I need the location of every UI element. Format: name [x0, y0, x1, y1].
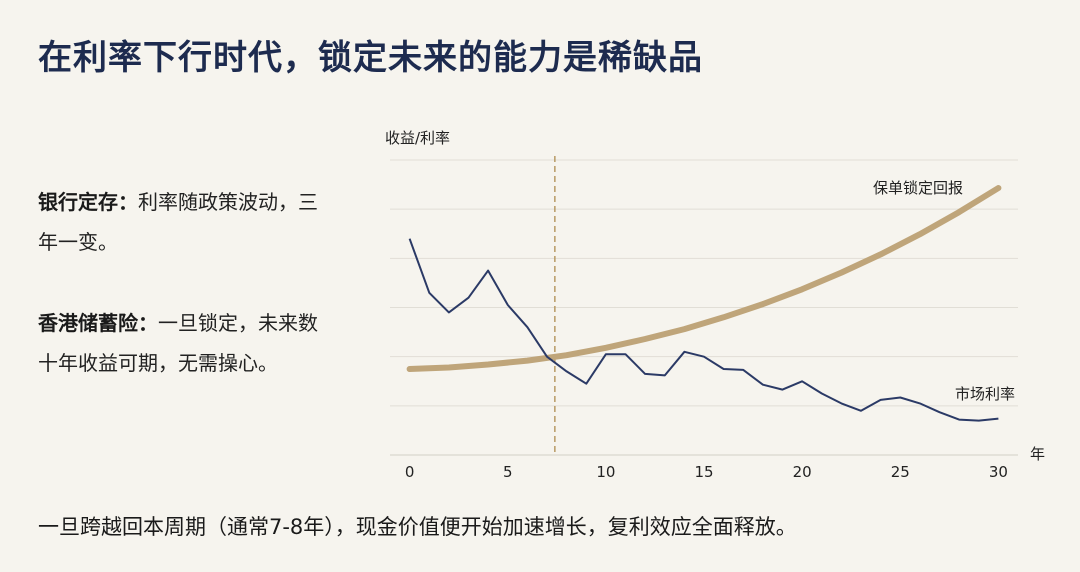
series-line-policy-return: [406, 185, 1002, 372]
page-title: 在利率下行时代，锁定未来的能力是稀缺品: [38, 38, 703, 78]
footer-note: 一旦跨越回本周期（通常7-8年），现金价值便开始加速增长，复利效应全面释放。: [38, 515, 797, 539]
bank-deposit-text: 利率随政策波动，三年一变。: [38, 190, 318, 254]
x-tick-label: 20: [793, 463, 812, 481]
y-axis-label: 收益/利率: [385, 129, 450, 147]
chart-grid: [390, 159, 1018, 407]
series-label-market-rate: 市场利率: [955, 385, 1015, 403]
x-tick-labels: 0 5 10 15 20 25 30: [405, 463, 1008, 481]
hk-insurance-lead: 香港储蓄险：: [38, 311, 158, 335]
x-tick-label: 25: [891, 463, 910, 481]
x-tick-label: 10: [596, 463, 615, 481]
hk-insurance-text: 一旦锁定，未来数十年收益可期，无需操心。: [38, 311, 318, 375]
bank-deposit-point: 银行定存：利率随政策波动，三年一变。: [38, 182, 328, 262]
x-tick-label: 15: [694, 463, 713, 481]
series-line-market-rate: [408, 238, 999, 422]
bank-deposit-lead: 银行定存：: [38, 190, 138, 214]
x-tick-label: 30: [989, 463, 1008, 481]
series-label-policy-return: 保单锁定回报: [873, 179, 963, 197]
x-tick-label: 0: [405, 463, 415, 481]
hk-insurance-point: 香港储蓄险：一旦锁定，未来数十年收益可期，无需操心。: [38, 303, 328, 383]
x-tick-label: 5: [503, 463, 513, 481]
x-axis-label: 年: [1030, 445, 1045, 463]
